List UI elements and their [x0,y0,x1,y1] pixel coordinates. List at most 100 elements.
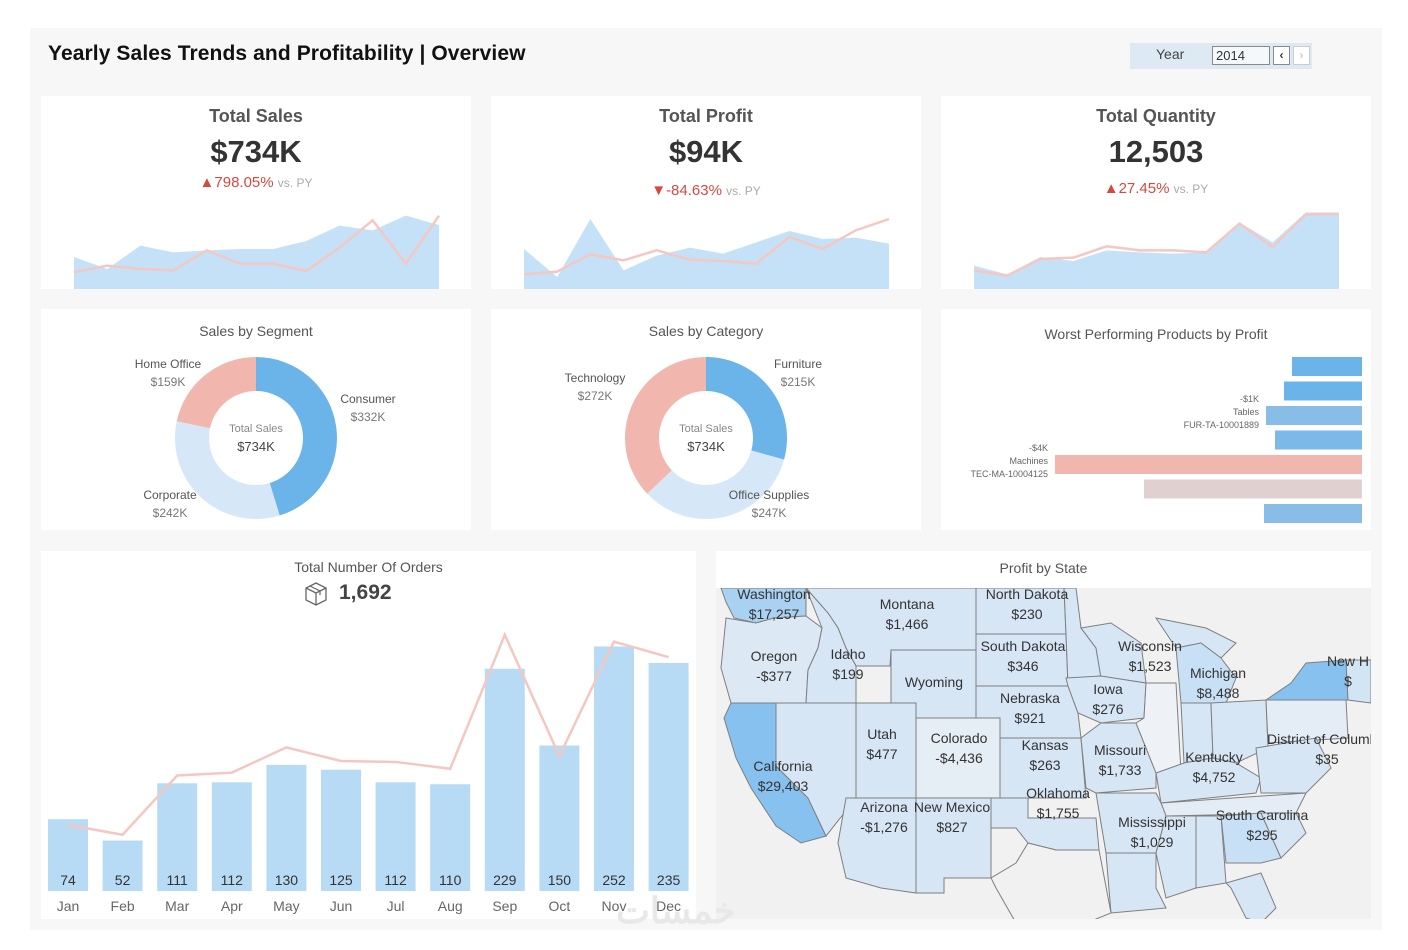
kpi-vs-label: vs. PY [1173,182,1209,196]
state-name: Oregon [750,648,798,664]
product-bar[interactable] [1284,381,1362,401]
orders-bar-dec[interactable] [648,662,689,891]
state-louisiana[interactable] [1105,852,1167,914]
year-input[interactable]: 2014 [1212,46,1270,65]
state-kentucky[interactable] [1155,757,1262,804]
product-bar[interactable] [1144,479,1362,499]
worst-products-panel: Worst Performing Products by Profit -$1K… [941,309,1371,530]
product-bar[interactable] [1264,504,1362,523]
orders-bar-feb[interactable] [102,840,143,891]
state-name: Arizona [860,799,908,815]
slice-name: Consumer [340,392,396,406]
kpi-title: Total Profit [659,106,753,126]
orders-bar-jun[interactable] [321,769,361,891]
orders-bar-oct[interactable] [539,745,580,891]
state-label-north-dakota: North Dakota $230 [967,584,1087,624]
sparkline-area [74,215,439,289]
state-new-york[interactable] [1264,659,1349,701]
state-label-nebraska: Nebraska $921 [970,688,1090,728]
state-name: Washington [737,586,811,602]
state-name: Idaho [830,646,866,662]
state-label-south-dakota: South Dakota $346 [963,636,1083,676]
state-label-wyoming: Wyoming [874,672,994,692]
donut-slice-technology[interactable] [625,357,706,494]
slice-name: Home Office [134,357,202,371]
kpi-delta-value: -84.63% [666,182,722,199]
quantity-sparkline [973,212,1339,289]
state-profit: -$4,436 [935,750,983,766]
year-filter: Year 2014 ‹ › [1130,43,1312,69]
state-ohio[interactable] [1210,699,1269,764]
center-value: $734K [687,439,725,454]
product-profit: -$1K [1239,394,1259,404]
orders-bar-nov[interactable] [594,646,634,891]
state-iowa[interactable] [1065,675,1147,724]
bar-value-label: 110 [439,872,462,888]
product-category: Tables [1232,407,1259,417]
bar-value-label: 229 [493,872,517,888]
orders-total: 1,692 [339,581,392,604]
state-profit: $263 [1029,757,1061,773]
bar-value-label: 111 [167,872,188,888]
kpi-delta: ▲27.45% vs. PY [941,180,1371,197]
state-georgia[interactable] [1220,812,1282,864]
orders-bar-sep[interactable] [484,668,525,891]
donut-center-label: Total Sales $734K [206,421,306,455]
year-prev-button[interactable]: ‹ [1273,46,1290,65]
state-label-iowa: Iowa $276 [1048,679,1168,719]
kpi-delta: ▼-84.63% vs. PY [491,182,921,199]
state-name: Oklahoma [1026,785,1090,801]
state-profit: -$1,276 [860,819,908,835]
orders-bar-mar[interactable] [157,783,198,891]
orders-bar-jul[interactable] [375,782,416,891]
state-profit: $199 [832,666,864,682]
slice-label-furniture: Furniture $215K [753,355,843,391]
product-bar[interactable] [1266,406,1362,425]
kpi-card-total-quantity: Total Quantity 12,503 ▲27.45% vs. PY [941,96,1371,289]
month-label: Sep [492,898,517,914]
state-label-south-carolina: South Carolina $295 [1202,805,1322,845]
donut-slice-corporate[interactable] [175,421,280,519]
state-label-missouri: Missouri $1,733 [1060,740,1180,780]
state-label-colorado: Colorado -$4,436 [899,728,1019,768]
state-kansas[interactable] [999,737,1087,799]
orders-bar-apr[interactable] [211,782,252,891]
product-bar[interactable] [1055,455,1362,474]
orders-bar-may[interactable] [266,764,307,891]
state-south-carolina[interactable] [1260,812,1307,859]
state-new-england[interactable] [1345,659,1371,704]
kpi-value: $94K [668,134,744,169]
state-name: Utah [867,726,897,742]
state-profit: -$377 [756,668,792,684]
state-name: District of Columbia [1267,731,1371,747]
state-mississippi[interactable] [1155,815,1197,899]
state-label-kentucky: Kentucky $4,752 [1154,747,1274,787]
donut-slice-home-office[interactable] [176,357,256,429]
bar-value-label: 130 [275,872,299,888]
donut-slice-office-supplies[interactable] [647,450,785,519]
orders-bar-jan[interactable] [48,819,88,891]
month-label: Aug [438,898,463,914]
orders-bar-aug[interactable] [430,784,471,891]
state-label-california: California $29,403 [723,756,843,796]
state-missouri[interactable] [1080,722,1157,794]
state-florida[interactable] [1225,872,1277,919]
center-title: Total Sales [679,423,733,435]
slice-label-home-office: Home Office $159K [123,355,213,391]
year-next-button[interactable]: › [1293,46,1310,65]
bar-value-label: 150 [548,872,572,888]
state-virginia[interactable] [1255,737,1332,794]
chevron-left-icon: ‹ [1279,48,1284,62]
state-texas[interactable] [990,842,1112,919]
state-name: Kentucky [1185,749,1243,765]
product-profit: -$4K [1028,443,1048,453]
donut-slice-furniture[interactable] [706,357,787,460]
state-label-kansas: Kansas $263 [985,735,1105,775]
month-label: Apr [221,898,243,914]
orders-panel: Total Number Of Orders 1,692 74 Jan 52 Feb 1… [41,551,696,919]
slice-value: $332K [350,410,386,424]
product-bar[interactable] [1292,357,1362,376]
center-value: $734K [237,439,275,454]
product-bar[interactable] [1275,430,1362,450]
donut-slice-consumer[interactable] [256,357,337,516]
